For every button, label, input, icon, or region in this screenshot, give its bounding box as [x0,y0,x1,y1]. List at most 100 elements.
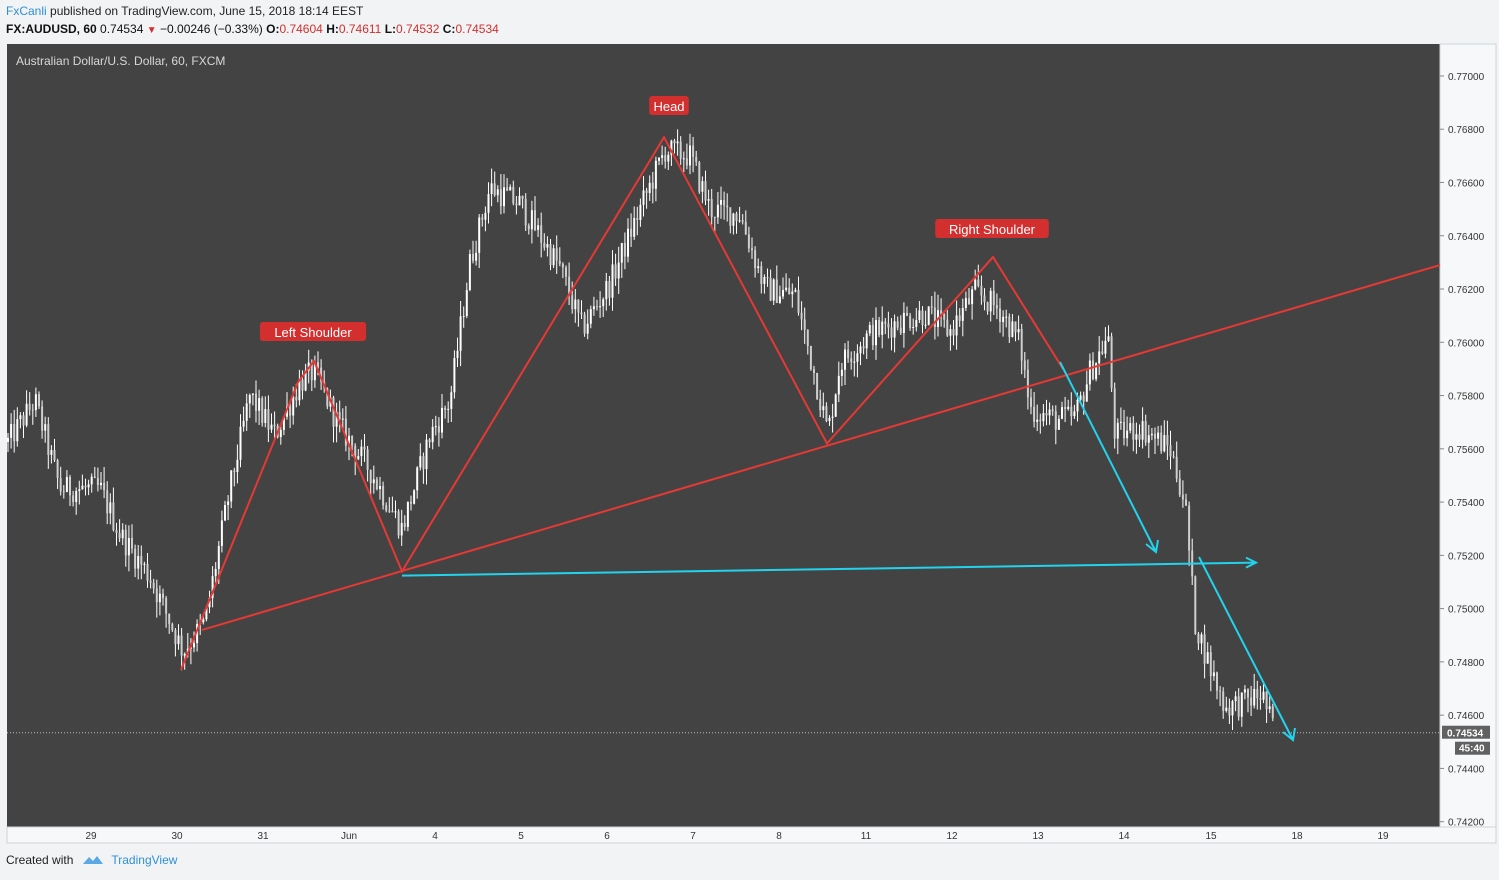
candle-body [825,406,828,422]
candle-body [992,290,995,306]
candle-body [177,635,180,645]
candle-body [713,216,716,218]
candle-body [868,324,871,334]
candle-body [785,287,788,290]
candle-body [1026,369,1029,398]
candle-body [472,253,474,261]
candle-body [577,299,580,313]
candle-body [654,160,657,189]
candle-body [267,409,270,430]
candle-body [949,329,952,336]
price-tick-label: 0.77000 [1448,72,1485,83]
annotation-label: Head [653,99,684,114]
candle-body [444,407,447,410]
price-tick-label: 0.76600 [1448,178,1485,189]
candle-body [441,407,443,433]
candle-body [112,502,115,531]
candle-body [906,312,908,316]
candle-body [1271,706,1274,719]
candle-body [651,182,654,189]
candle-body [512,186,515,204]
candle-body [1262,691,1265,700]
candle-body [1023,360,1026,370]
candle-body [1085,384,1088,402]
candle-body [72,495,75,502]
candle-body [38,394,40,407]
candle-body [800,312,803,320]
candle-body [295,396,298,401]
candle-body [1088,360,1091,385]
candle-body [369,469,372,484]
candle-body [317,362,319,368]
candle-body [1163,435,1166,452]
time-tick-label: Jun [341,831,357,842]
candle-body [1265,691,1268,710]
candle-body [844,349,846,370]
candle-body [183,653,186,656]
candle-body [1054,411,1057,430]
candle-body [847,349,850,359]
candle-body [1017,329,1020,333]
candle-body [546,244,549,248]
time-axis[interactable] [6,826,1497,844]
candle-body [292,396,295,416]
candle-body [958,315,961,321]
candle-body [1150,433,1153,436]
candle-body [552,248,555,266]
plot-area[interactable] [7,44,1440,827]
candle-body [124,529,127,556]
candle-body [239,426,242,460]
candle-body [289,406,292,416]
candle-body [25,403,28,426]
close-label: C: [442,22,456,36]
candle-body [853,361,856,363]
candle-body [673,140,676,144]
time-tick-label: 8 [776,831,782,842]
candle-body [620,243,623,263]
candle-body [1219,690,1222,692]
candle-body [196,623,199,644]
candle-body [744,221,747,235]
price-tick-label: 0.74200 [1448,818,1485,829]
candle-body [413,490,416,504]
open-label: O: [266,22,280,36]
candle-body [518,195,521,206]
candle-body [639,204,642,220]
author-link[interactable]: FxCanli [6,4,47,18]
candle-body [180,635,183,656]
candle-body [115,530,118,533]
candle-body [53,450,56,461]
candle-body [341,418,344,420]
candle-body [1216,672,1218,691]
candle-body [617,262,620,279]
tradingview-brand[interactable]: TradingView [111,853,178,867]
candle-body [1154,433,1156,439]
candle-body [372,479,375,484]
candle-body [363,446,366,450]
candle-body [1222,691,1225,711]
candle-body [59,477,62,492]
price-axis[interactable] [1439,43,1497,828]
candle-body [819,398,822,411]
candle-body [310,362,313,381]
annotation-box [259,322,367,341]
candle-body [1098,351,1101,364]
candle-body [155,588,158,603]
candle-body [16,419,19,442]
candle-body [140,555,143,565]
candle-body [1070,406,1073,417]
candle-body [242,420,245,427]
candle-body [143,563,146,565]
current-price-label: 0.74534 [1447,729,1484,740]
candle-body [1067,406,1070,409]
candle-body [78,489,81,491]
footer: Created with TradingView [6,853,177,867]
candle-body [772,279,775,301]
candle-body [521,195,524,199]
candle-body [419,456,422,468]
candle-body [930,306,933,308]
candle-body [1178,478,1181,495]
candle-body [506,187,509,191]
candle-body [902,312,905,334]
